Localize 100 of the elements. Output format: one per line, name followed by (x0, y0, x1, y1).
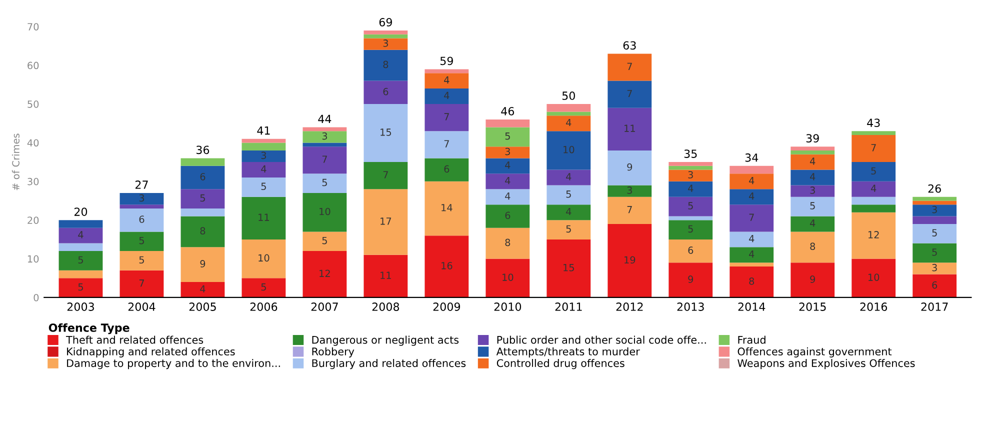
data-label: 3 (322, 132, 328, 140)
bar (852, 212, 896, 259)
bar (302, 174, 347, 194)
data-label: 4 (78, 231, 84, 238)
bar (668, 166, 713, 170)
data-label: 5 (139, 236, 144, 244)
bar (242, 150, 286, 162)
bar (424, 69, 469, 74)
x-tick-label: 2006 (250, 302, 278, 311)
bar (242, 138, 286, 143)
bar (424, 131, 469, 158)
bar (730, 174, 774, 190)
bar (668, 170, 713, 182)
bar (58, 243, 103, 252)
data-label: 5 (261, 283, 266, 291)
data-label: 9 (627, 163, 632, 171)
data-label: 7 (444, 140, 449, 148)
bar (730, 247, 774, 263)
bar (364, 34, 408, 38)
x-tick-label: 2014 (738, 302, 766, 311)
legend-label: Offences against government (738, 347, 892, 358)
data-label: 7 (627, 206, 632, 214)
legend-label: Robbery (312, 347, 354, 358)
data-label: 9 (688, 276, 694, 283)
data-label: 7 (383, 171, 388, 178)
bar (242, 178, 286, 197)
data-label: 7 (749, 214, 754, 221)
bar (546, 131, 591, 170)
legend-title: Offence Type (48, 323, 130, 334)
bar (912, 200, 957, 205)
x-tick-label: 2016 (860, 302, 888, 311)
bar (608, 196, 652, 224)
x-tick-label: 2010 (494, 302, 522, 311)
data-label: 4 (261, 165, 266, 172)
bar (790, 154, 835, 170)
x-tick-label: 2013 (677, 302, 704, 311)
data-label: 4 (566, 208, 572, 216)
bar (790, 146, 835, 150)
bar (242, 239, 286, 278)
bar (180, 189, 225, 208)
total-label: 35 (684, 150, 697, 158)
data-label: 5 (200, 194, 205, 202)
bar (364, 104, 408, 162)
total-label: 50 (562, 92, 575, 100)
bar (852, 181, 896, 197)
data-label: 4 (749, 177, 754, 184)
bar (364, 30, 408, 34)
bar (486, 127, 530, 147)
data-label: 7 (871, 144, 876, 152)
total-label: 34 (745, 153, 758, 162)
bar (486, 258, 530, 298)
data-label: 11 (624, 124, 635, 132)
bar (730, 266, 774, 298)
data-label: 17 (380, 218, 392, 225)
legend-label: Kidnapping and related offences (67, 347, 235, 358)
bar (546, 204, 591, 220)
data-label: 7 (139, 280, 144, 287)
total-label: 20 (74, 208, 88, 216)
data-label: 10 (868, 274, 880, 281)
data-label: 4 (444, 76, 450, 84)
bar (180, 166, 225, 190)
bar (608, 185, 652, 197)
total-label: 41 (257, 126, 270, 135)
data-label: 5 (322, 178, 327, 186)
y-axis-title: # of Crimes (12, 134, 20, 190)
data-label: 5 (78, 256, 83, 264)
bar (424, 236, 469, 298)
bar (668, 220, 713, 240)
data-label: 4 (810, 158, 816, 165)
bar (424, 88, 469, 104)
y-tick-label: 60 (28, 62, 39, 70)
bar (790, 232, 835, 263)
total-label: 44 (318, 114, 332, 123)
data-label: 7 (627, 90, 632, 98)
bar (58, 270, 103, 278)
bar (546, 104, 591, 112)
bar (180, 282, 225, 298)
bar (364, 162, 408, 190)
bar (302, 251, 347, 298)
bar (58, 278, 103, 298)
bar (302, 131, 347, 143)
data-label: 3 (505, 148, 510, 156)
data-label: 7 (444, 113, 449, 120)
y-tick-label: 20 (28, 216, 39, 224)
bar (790, 170, 835, 186)
x-tick-label: 2015 (799, 302, 826, 311)
bar (608, 150, 652, 186)
bar (58, 220, 103, 228)
data-label: 3 (261, 152, 266, 160)
bar (180, 208, 225, 216)
data-label: 5 (810, 202, 815, 210)
bar (180, 158, 225, 166)
data-label: 8 (200, 227, 206, 235)
data-label: 3 (139, 194, 144, 202)
legend-label: Public order and other social code offe... (497, 336, 706, 344)
bar (364, 254, 408, 298)
x-tick-label: 2003 (67, 302, 94, 311)
bar (58, 251, 103, 270)
bar (120, 270, 164, 298)
bar (424, 181, 469, 236)
